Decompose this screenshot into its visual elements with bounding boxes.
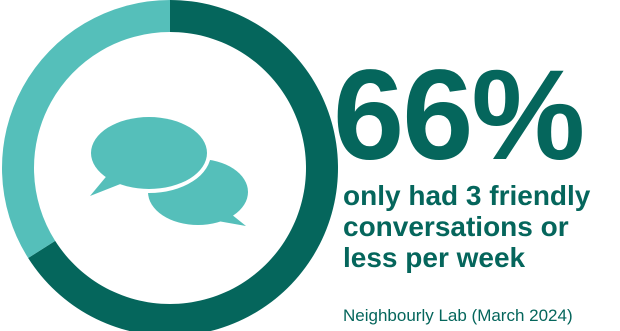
- donut-slice-2: [1, 0, 170, 259]
- headline-caption: only had 3 friendly conversations or les…: [343, 180, 591, 273]
- speech-bubbles-icon: [84, 113, 248, 226]
- donut-chart: [1, 0, 338, 331]
- source-note: Neighbourly Lab (March 2024): [343, 306, 573, 325]
- headline-stat: 66%: [333, 44, 585, 187]
- donut-slices: [1, 0, 338, 331]
